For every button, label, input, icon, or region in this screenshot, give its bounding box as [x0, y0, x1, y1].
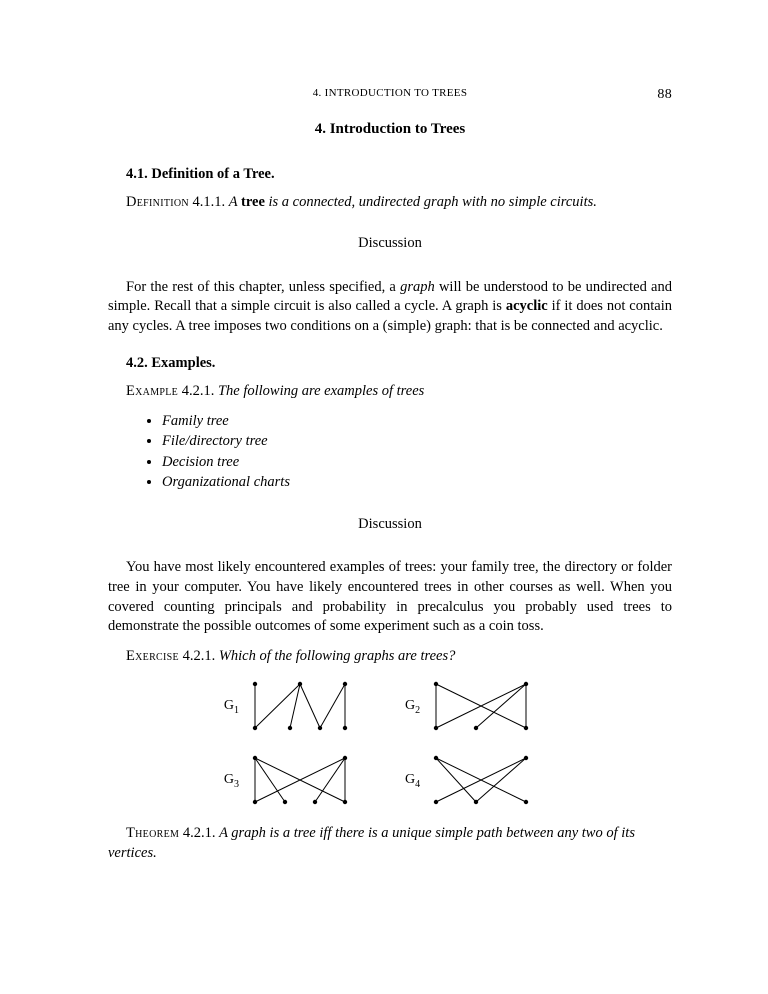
- exercise-label: Exercise: [126, 648, 179, 664]
- chapter-title: 4. Introduction to Trees: [108, 119, 672, 139]
- running-header: 4. INTRODUCTION TO TREES 88: [108, 86, 672, 101]
- graph-g3: G3: [224, 750, 375, 812]
- graph-g2: G2: [405, 676, 556, 738]
- paragraph-2: You have most likely encountered example…: [108, 558, 672, 636]
- graph-g1: G1: [224, 676, 375, 738]
- page: 4. INTRODUCTION TO TREES 88 4. Introduct…: [0, 0, 768, 994]
- graph-svg-g1: [245, 676, 375, 738]
- example-label: Example: [126, 383, 178, 399]
- example-4-2-1: Example 4.2.1. The following are example…: [108, 382, 672, 402]
- discussion-heading-2: Discussion: [108, 515, 672, 535]
- section-4-1-heading: 4.1. Definition of a Tree.: [108, 165, 672, 185]
- list-item: Family tree: [162, 412, 672, 432]
- header-text: 4. INTRODUCTION TO TREES: [313, 87, 467, 99]
- exercise-text: Which of the following graphs are trees?: [219, 648, 456, 664]
- paragraph-1: For the rest of this chapter, unless spe…: [108, 278, 672, 337]
- page-number: 88: [657, 86, 672, 105]
- graph-svg-g2: [426, 676, 556, 738]
- definition-text: A tree is a connected, undirected graph …: [229, 194, 597, 210]
- discussion-heading-1: Discussion: [108, 234, 672, 254]
- graph-svg-g3: [245, 750, 375, 812]
- list-item: Decision tree: [162, 453, 672, 473]
- theorem-4-2-1: Theorem 4.2.1. A graph is a tree iff the…: [108, 824, 672, 863]
- definition-4-1-1: Definition 4.1.1. A tree is a connected,…: [108, 193, 672, 213]
- graph-g4: G4: [405, 750, 556, 812]
- example-list: Family tree File/directory tree Decision…: [108, 412, 672, 493]
- graph-label-g4: G4: [405, 771, 420, 791]
- exercise-4-2-1: Exercise 4.2.1. Which of the following g…: [108, 647, 672, 667]
- theorem-label: Theorem: [126, 825, 179, 841]
- list-item: Organizational charts: [162, 473, 672, 493]
- example-text: The following are examples of trees: [218, 383, 424, 399]
- graph-row-2: G3 G4: [108, 750, 672, 812]
- section-4-2-heading: 4.2. Examples.: [108, 354, 672, 374]
- graph-label-g2: G2: [405, 697, 420, 717]
- graph-row-1: G1 G2: [108, 676, 672, 738]
- graph-label-g3: G3: [224, 771, 239, 791]
- graphs-container: G1 G2 G3 G4: [108, 676, 672, 812]
- graph-label-g1: G1: [224, 697, 239, 717]
- definition-label: Definition: [126, 194, 189, 210]
- graph-svg-g4: [426, 750, 556, 812]
- list-item: File/directory tree: [162, 432, 672, 452]
